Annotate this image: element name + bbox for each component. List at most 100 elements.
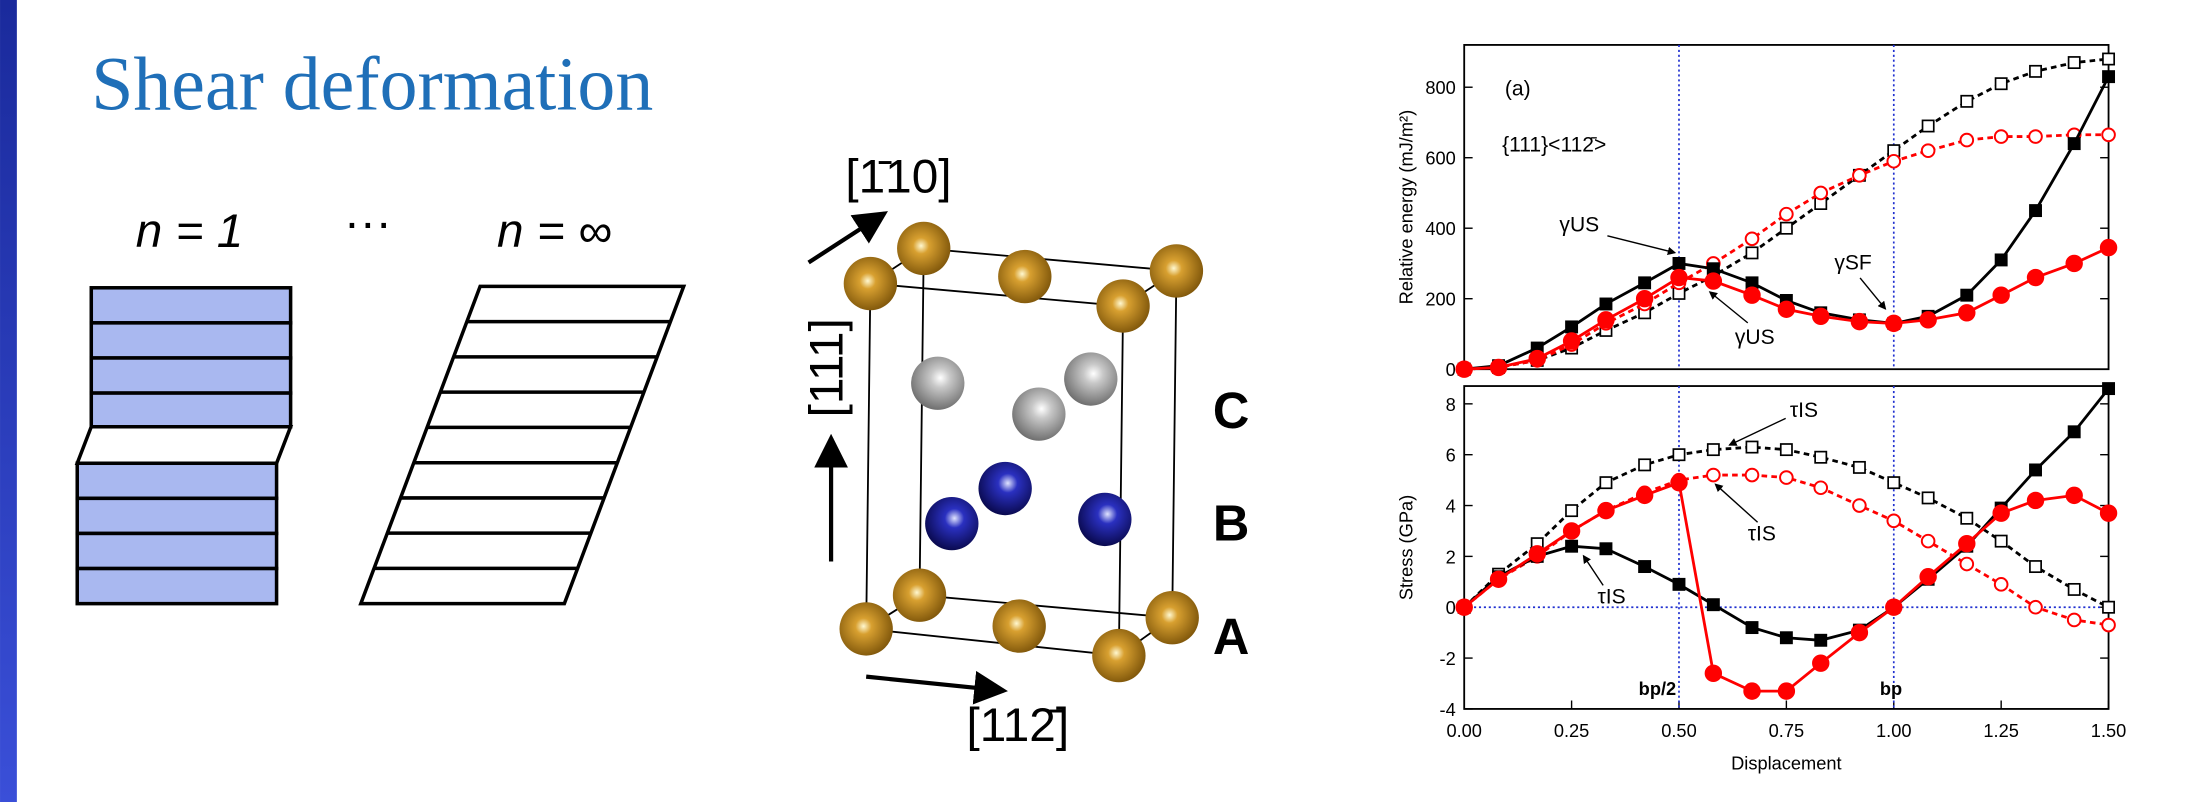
layer-label: B (1213, 494, 1249, 551)
marker (1706, 666, 1721, 681)
marker (1564, 333, 1579, 348)
marker (1564, 523, 1579, 538)
marker (2101, 240, 2116, 255)
marker (1814, 481, 1827, 494)
marker (2103, 71, 2114, 82)
marker (1671, 475, 1686, 490)
marker (2069, 584, 2080, 595)
annotation: {111}<112̄> (1502, 134, 1606, 157)
marker (1779, 683, 1794, 698)
y-tick-label: -4 (1440, 699, 1456, 720)
marker (1456, 361, 1471, 376)
marker (1960, 134, 1973, 147)
marker (1852, 625, 1867, 640)
marker (1920, 312, 1935, 327)
marker (1922, 535, 1935, 548)
marker (1708, 444, 1719, 455)
marker (1600, 543, 1611, 554)
marker (1886, 316, 1901, 331)
marker (1779, 302, 1794, 317)
annotation: γUS (1735, 326, 1775, 349)
x-tick-label: 1.00 (1876, 720, 1912, 741)
marker (2068, 614, 2081, 627)
x-tick-label: 0.25 (1554, 720, 1590, 741)
marker (2069, 138, 2080, 149)
marker (1530, 351, 1545, 366)
marker (1813, 309, 1828, 324)
marker (1887, 155, 1900, 168)
layer-label: C (1213, 382, 1249, 439)
marker (1598, 503, 1613, 518)
marker (1996, 536, 2007, 547)
x-axis-label: Displacement (1731, 752, 1841, 773)
marker (1815, 452, 1826, 463)
marker (1923, 120, 1934, 131)
y-tick-label: 2 (1446, 546, 1456, 567)
marker (1456, 600, 1471, 615)
y-tick-label: 0 (1446, 597, 1456, 618)
marker (1886, 600, 1901, 615)
marker (1707, 469, 1720, 482)
y-tick-label: -2 (1440, 648, 1456, 669)
marker (1780, 471, 1793, 484)
marker (1993, 505, 2008, 520)
marker (1746, 441, 1757, 452)
marker (1959, 305, 1974, 320)
marker (2030, 561, 2041, 572)
x-tick-label: 0.50 (1661, 720, 1697, 741)
marker (1744, 683, 1759, 698)
series-line (1464, 389, 2108, 641)
annotation-arrow (1860, 278, 1885, 309)
series-line (1464, 483, 2108, 691)
marker (1781, 223, 1792, 234)
reference-label: bp (1880, 678, 1902, 699)
marker (1995, 578, 2008, 591)
annotation: γSF (1834, 252, 1872, 275)
marker (1813, 655, 1828, 670)
annotation: τIS (1748, 522, 1776, 545)
marker (1853, 499, 1866, 512)
marker (2030, 66, 2041, 77)
marker (2103, 602, 2114, 613)
marker (1746, 469, 1759, 482)
marker (2102, 619, 2115, 632)
stack-n1 (77, 288, 290, 604)
y-tick-label: 200 (1425, 289, 1455, 310)
marker (1639, 459, 1650, 470)
marker (2066, 488, 2081, 503)
x-tick-label: 0.75 (1769, 720, 1805, 741)
layer-label: A (1213, 608, 1249, 665)
marker (1746, 247, 1757, 258)
marker (1708, 599, 1719, 610)
marker (1673, 449, 1684, 460)
marker (1566, 505, 1577, 516)
marker (2029, 601, 2042, 614)
marker (1491, 360, 1506, 375)
marker (2030, 464, 2041, 475)
marker (1920, 569, 1935, 584)
y-tick-label: 8 (1446, 394, 1456, 415)
y-tick-label: 4 (1446, 496, 1456, 517)
marker (2028, 493, 2043, 508)
marker (2066, 256, 2081, 271)
marker (1491, 572, 1506, 587)
marker (1637, 488, 1652, 503)
marker (1995, 130, 2008, 143)
marker (1673, 258, 1684, 269)
marker (2101, 505, 2116, 520)
label-ninf: n = ∞ (497, 205, 612, 258)
marker (2103, 383, 2114, 394)
annotation: τIS (1598, 586, 1626, 609)
marker (1922, 144, 1935, 157)
y-tick-label: 400 (1425, 218, 1455, 239)
label-dots: ··· (344, 197, 392, 250)
annotation-arrow (1584, 556, 1604, 585)
annotation: τIS (1790, 399, 1818, 422)
marker (1923, 492, 1934, 503)
marker (1746, 232, 1759, 245)
marker (1996, 254, 2007, 265)
marker (1744, 287, 1759, 302)
marker (1961, 96, 1972, 107)
reference-label: bp/2 (1639, 678, 1676, 699)
